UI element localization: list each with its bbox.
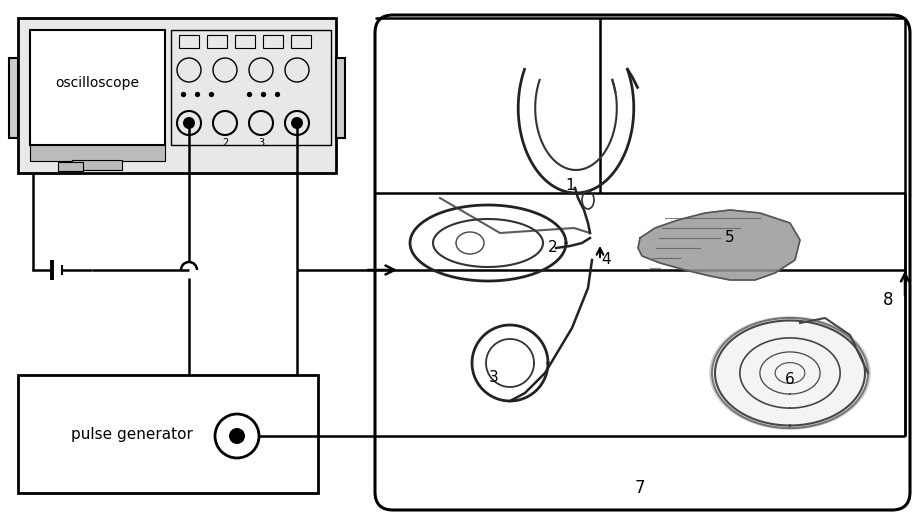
Circle shape bbox=[229, 428, 244, 444]
Bar bbox=[30, 145, 165, 161]
Ellipse shape bbox=[709, 317, 869, 429]
Text: 2: 2 bbox=[548, 240, 557, 256]
Bar bbox=[30, 30, 165, 145]
Bar bbox=[179, 35, 199, 48]
Circle shape bbox=[183, 117, 195, 129]
Bar bbox=[9, 58, 18, 138]
Bar bbox=[171, 30, 331, 145]
Bar bbox=[58, 162, 83, 171]
Circle shape bbox=[215, 414, 259, 458]
Text: 6: 6 bbox=[784, 372, 794, 388]
Text: 8: 8 bbox=[882, 291, 892, 309]
Text: 3: 3 bbox=[257, 138, 264, 148]
Text: 5: 5 bbox=[724, 231, 734, 246]
Text: pulse generator: pulse generator bbox=[71, 427, 193, 441]
Bar bbox=[72, 160, 122, 170]
Bar bbox=[290, 35, 311, 48]
Polygon shape bbox=[637, 210, 800, 280]
Bar bbox=[18, 18, 335, 173]
Text: 4: 4 bbox=[600, 252, 610, 268]
Bar bbox=[18, 375, 318, 493]
Text: 2: 2 bbox=[221, 138, 228, 148]
Bar bbox=[234, 35, 255, 48]
Bar bbox=[263, 35, 283, 48]
Text: 7: 7 bbox=[634, 479, 644, 497]
Text: 1: 1 bbox=[564, 178, 574, 193]
Bar bbox=[207, 35, 227, 48]
Text: 3: 3 bbox=[489, 371, 498, 385]
Circle shape bbox=[290, 117, 302, 129]
Text: oscilloscope: oscilloscope bbox=[55, 76, 140, 90]
Bar bbox=[335, 58, 345, 138]
